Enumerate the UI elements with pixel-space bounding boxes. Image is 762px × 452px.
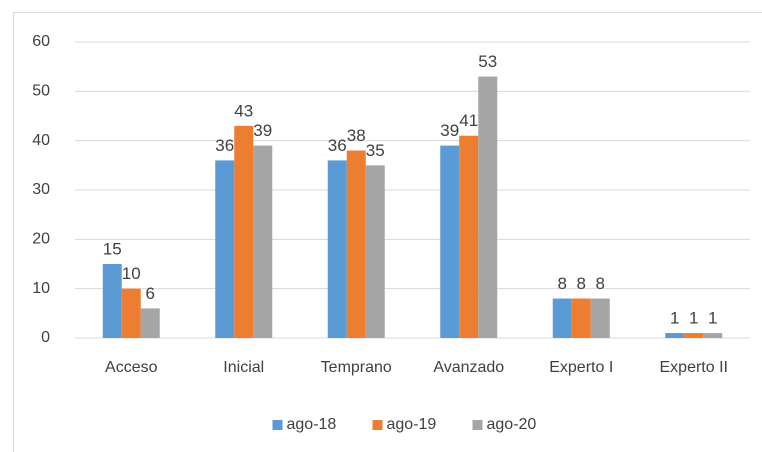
x-tick-label: Avanzado — [433, 359, 504, 376]
bar — [102, 264, 122, 338]
bar — [215, 160, 235, 338]
value-label: 10 — [122, 264, 141, 283]
value-label: 1 — [708, 309, 717, 328]
value-label: 1 — [689, 309, 698, 328]
bar — [365, 165, 385, 338]
value-label: 8 — [577, 274, 586, 293]
y-tick-label: 0 — [41, 329, 50, 346]
value-label: 36 — [215, 136, 234, 155]
y-tick-label: 60 — [32, 33, 50, 50]
y-tick-label: 50 — [32, 83, 50, 100]
legend-swatch — [472, 420, 483, 430]
value-label: 8 — [596, 274, 605, 293]
legend-label: ago-20 — [487, 416, 537, 433]
bar — [478, 76, 498, 339]
bar — [253, 145, 273, 338]
value-label: 36 — [328, 136, 347, 155]
x-tick-label: Acceso — [105, 359, 158, 376]
legend-swatch — [372, 420, 383, 430]
value-label: 43 — [234, 101, 253, 120]
x-tick-label: Experto I — [549, 359, 613, 376]
bar — [327, 160, 347, 338]
legend-label: ago-19 — [387, 416, 437, 433]
x-tick-label: Temprano — [321, 359, 392, 376]
bar — [459, 135, 479, 338]
legend-label: ago-18 — [287, 416, 337, 433]
x-tick-label: Inicial — [223, 359, 264, 376]
value-label: 1 — [670, 309, 679, 328]
value-label: 39 — [440, 121, 459, 140]
bar — [140, 308, 160, 338]
y-tick-label: 40 — [32, 132, 50, 149]
value-label: 38 — [347, 126, 366, 145]
bar — [665, 333, 685, 338]
value-label: 8 — [558, 274, 567, 293]
bar — [703, 333, 723, 338]
x-tick-label: Experto II — [660, 359, 728, 376]
bar — [590, 298, 610, 338]
bar — [440, 145, 460, 338]
value-label: 41 — [459, 111, 478, 130]
value-label: 6 — [146, 284, 155, 303]
bar — [684, 333, 704, 338]
value-label: 15 — [103, 239, 122, 258]
y-tick-label: 20 — [32, 231, 50, 248]
chart-frame — [13, 12, 762, 452]
bar — [571, 298, 591, 338]
legend-swatch — [272, 420, 283, 430]
value-label: 35 — [366, 141, 385, 160]
bar — [552, 298, 572, 338]
bar — [121, 288, 141, 338]
y-tick-label: 30 — [32, 181, 50, 198]
value-label: 39 — [253, 121, 272, 140]
bar — [346, 150, 366, 338]
value-label: 53 — [478, 52, 497, 71]
bar — [234, 125, 254, 338]
y-tick-label: 10 — [32, 280, 50, 297]
